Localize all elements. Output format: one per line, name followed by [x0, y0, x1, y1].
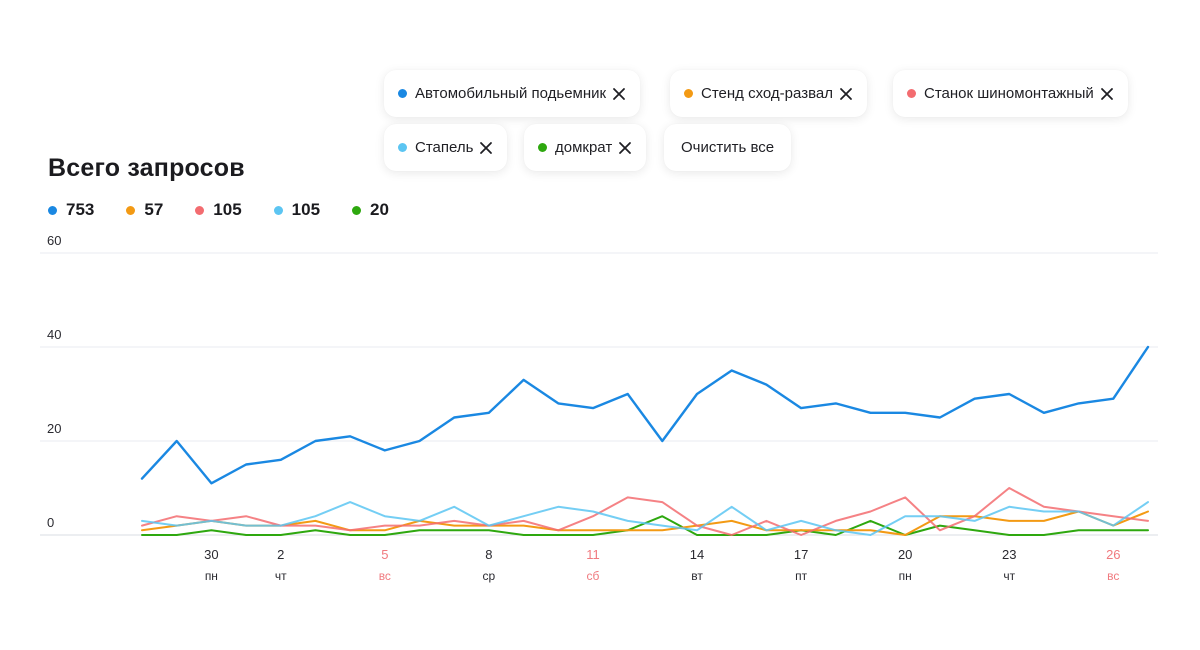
series-color-dot: [398, 143, 407, 152]
x-tick-weekday-label: сб: [587, 569, 600, 583]
total-value: 105: [213, 200, 242, 219]
y-tick-label: 60: [47, 233, 61, 248]
x-tick-day-label: 23: [1002, 547, 1016, 562]
filter-chip-label: Стенд сход-развал: [701, 85, 833, 102]
series-color-dot: [684, 89, 693, 98]
series-color-dot: [48, 205, 57, 215]
close-icon[interactable]: [1100, 87, 1114, 101]
x-tick-weekday-label: чт: [1003, 569, 1015, 583]
x-tick-weekday-label: пт: [795, 569, 807, 583]
total-alignment-stand: 57: [126, 200, 163, 220]
x-tick-weekday-label: пн: [205, 569, 218, 583]
series-line-2: [141, 510, 1149, 536]
filter-chip-alignment-stand[interactable]: Стенд сход-развал: [670, 70, 867, 117]
x-tick-weekday-label: вс: [1107, 569, 1119, 583]
total-lift: 753: [48, 200, 94, 220]
x-tick-weekday-label: вт: [691, 569, 703, 583]
x-tick-day-label: 2: [277, 547, 284, 562]
x-tick-day-label: 8: [485, 547, 492, 562]
clear-all-label: Очистить все: [681, 139, 775, 156]
series-line-4: [141, 501, 1149, 536]
filter-chip-frame-rack[interactable]: Стапель: [384, 124, 508, 171]
chart-title: Всего запросов: [48, 154, 245, 182]
close-icon[interactable]: [479, 141, 493, 155]
total-jack: 20: [352, 200, 389, 220]
y-tick-label: 20: [47, 421, 61, 436]
series-color-dot: [907, 89, 916, 98]
series-color-dot: [273, 205, 283, 215]
x-tick-day-label: 5: [381, 547, 388, 562]
x-tick-day-label: 26: [1106, 547, 1120, 562]
filter-chip-label: Автомобильный подьемник: [415, 85, 607, 102]
x-tick-day-label: 11: [586, 547, 600, 562]
series-line-1: [140, 345, 1150, 485]
x-tick-day-label: 14: [690, 547, 704, 562]
series-color-dot: [398, 89, 407, 98]
close-icon[interactable]: [839, 87, 853, 101]
total-value: 57: [144, 200, 164, 219]
close-icon[interactable]: [618, 141, 632, 155]
y-tick-label: 0: [47, 515, 54, 530]
filter-chip-label: домкрат: [555, 139, 613, 156]
filter-chip-label: Станок шиномонтажный: [924, 85, 1094, 102]
series-line-3: [141, 487, 1149, 536]
x-tick-day-label: 20: [898, 547, 912, 562]
total-value: 753: [66, 200, 95, 219]
x-tick-day-label: 17: [794, 547, 808, 562]
series-color-dot: [195, 205, 205, 215]
filter-chip-label: Стапель: [415, 139, 474, 156]
total-value: 105: [291, 200, 321, 219]
x-tick-weekday-label: вс: [379, 569, 391, 583]
total-tire-changer: 105: [195, 200, 242, 220]
series-color-dot: [538, 143, 547, 152]
filter-panel: Автомобильный подьемник Стенд сход-разва…: [374, 62, 1164, 180]
filter-chip-tire-changer[interactable]: Станок шиномонтажный: [893, 70, 1128, 117]
total-value: 20: [370, 200, 389, 219]
close-icon[interactable]: [612, 87, 626, 101]
x-tick-weekday-label: пн: [899, 569, 912, 583]
series-totals: 753 57 105 105 20: [48, 200, 421, 220]
series-color-dot: [126, 205, 136, 215]
series-color-dot: [352, 205, 362, 215]
x-tick-weekday-label: чт: [275, 569, 287, 583]
total-frame-rack: 105: [273, 200, 321, 220]
x-tick-day-label: 30: [204, 547, 218, 562]
filter-chip-lift[interactable]: Автомобильный подьемник: [384, 70, 641, 117]
clear-all-button[interactable]: Очистить все: [664, 124, 792, 171]
filter-chip-jack[interactable]: домкрат: [524, 124, 647, 171]
x-tick-weekday-label: ср: [483, 569, 496, 583]
y-tick-label: 40: [47, 327, 61, 342]
